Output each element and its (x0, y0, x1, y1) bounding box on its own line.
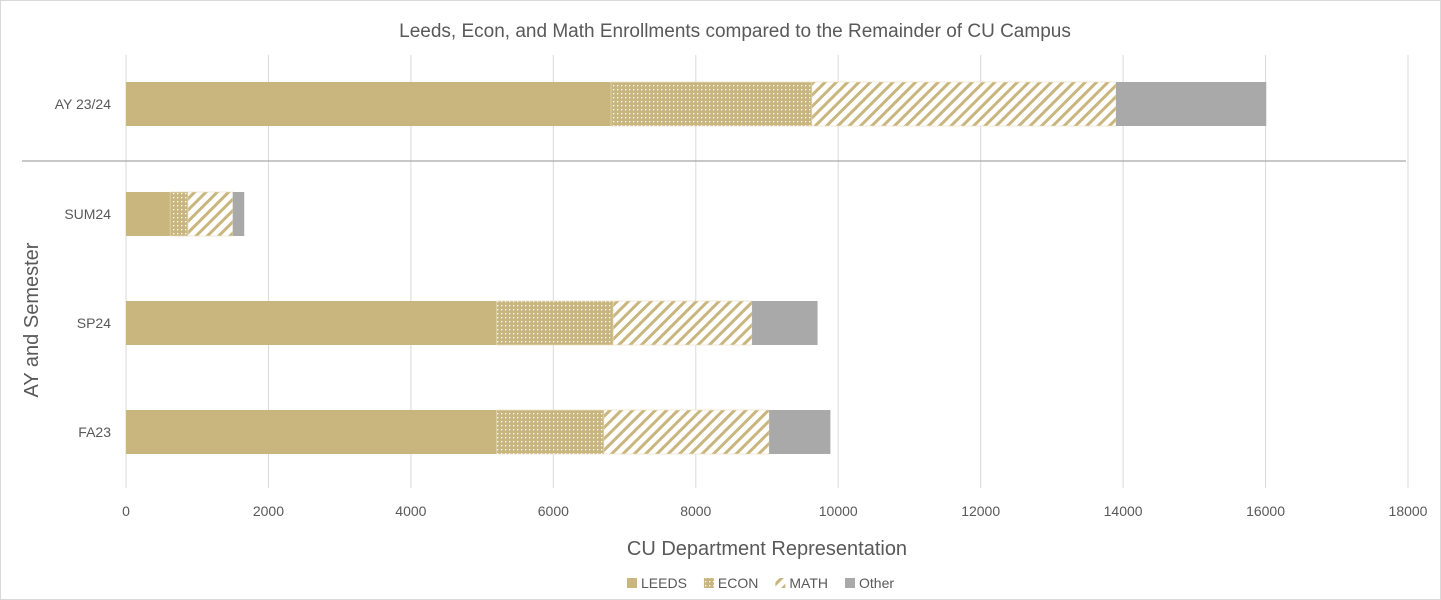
x-axis-label: CU Department Representation (627, 538, 907, 560)
x-tick-label: 0 (122, 503, 130, 519)
bar-other-ay-23-24 (1115, 82, 1267, 126)
bar-leeds-fa23 (126, 410, 497, 454)
x-tick-label: 12000 (961, 503, 1000, 519)
legend-label-other: Other (859, 575, 894, 591)
y-axis-label: AY and Semester (21, 242, 43, 397)
y-category-label: FA23 (78, 424, 111, 440)
bar-econ-sp24 (496, 300, 614, 346)
legend-label-math: MATH (789, 575, 828, 591)
legend-swatch-econ (703, 578, 714, 588)
bar-leeds-sp24 (126, 301, 497, 345)
x-tick-label: 14000 (1104, 503, 1143, 519)
legend-swatch-leeds (627, 578, 637, 588)
legend-label-leeds: LEEDS (641, 575, 687, 591)
chart-title: Leeds, Econ, and Math Enrollments compar… (399, 21, 1071, 42)
legend-label-econ: ECON (718, 575, 758, 591)
bar-econ-ay-23-24 (610, 81, 813, 127)
legend-swatch-other (845, 578, 855, 588)
bar-math-sp24 (612, 300, 753, 346)
x-tick-label: 18000 (1389, 503, 1428, 519)
bar-leeds-ay-23-24 (126, 82, 612, 126)
y-category-label: SP24 (77, 315, 111, 331)
bar-math-fa23 (603, 409, 770, 455)
bar-econ-sum24 (169, 191, 189, 237)
x-tick-label: 16000 (1246, 503, 1285, 519)
x-tick-label: 4000 (395, 503, 426, 519)
bar-econ-fa23 (496, 409, 605, 455)
bar-math-ay-23-24 (811, 81, 1117, 127)
x-tick-label: 2000 (253, 503, 284, 519)
bar-other-fa23 (769, 410, 831, 454)
x-tick-label: 10000 (819, 503, 858, 519)
bar-other-sum24 (232, 192, 245, 236)
bar-math-sum24 (187, 191, 234, 237)
x-tick-label: 8000 (680, 503, 711, 519)
y-category-label: AY 23/24 (55, 96, 112, 112)
bar-leeds-sum24 (126, 192, 171, 236)
bar-other-sp24 (752, 301, 818, 345)
y-category-label: SUM24 (64, 206, 111, 222)
x-tick-label: 6000 (538, 503, 569, 519)
legend-swatch-math (775, 578, 786, 588)
